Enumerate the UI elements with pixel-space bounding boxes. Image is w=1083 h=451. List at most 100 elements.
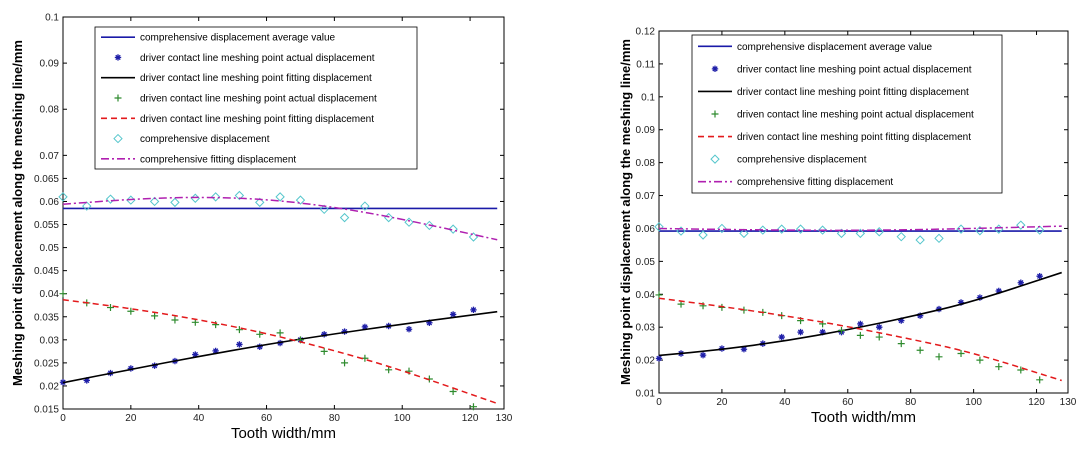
data-point (361, 323, 369, 331)
series-5 (654, 220, 1045, 245)
x-tick-label: 0 (60, 413, 66, 424)
y-tick-label: 0.1 (641, 92, 655, 103)
series-line (62, 310, 498, 384)
y-tick-label: 0.05 (636, 257, 656, 268)
y-tick-label: 0.06 (636, 224, 656, 235)
legend-label: driven contact line meshing point fittin… (140, 114, 374, 125)
y-tick-label: 0.01 (636, 389, 656, 400)
y-tick-label: 0.02 (636, 356, 656, 367)
data-point (212, 321, 220, 329)
data-point (58, 192, 68, 202)
data-point (836, 228, 847, 239)
data-point (995, 287, 1002, 295)
data-point (82, 201, 92, 211)
data-point (819, 328, 826, 336)
data-point (778, 333, 785, 341)
data-point (106, 304, 114, 312)
y-tick-label: 0.08 (40, 105, 60, 116)
x-tick-label: 130 (496, 413, 513, 424)
data-point (876, 323, 883, 331)
data-point (256, 343, 263, 350)
data-point (1036, 376, 1044, 384)
series-2 (658, 271, 1062, 357)
data-point (795, 224, 806, 234)
series-line (658, 297, 1062, 382)
right-chart: 0 20 40 60 80 100 120 130 0.01 0.02 0.03 0.04 0.05 0.… (618, 27, 1077, 427)
data-point (676, 226, 686, 236)
data-point (149, 196, 160, 207)
data-point (234, 190, 245, 201)
y-tick-label: 0.02 (40, 381, 60, 392)
y-tick-label: 0.12 (636, 27, 656, 38)
legend: comprehensive displacement average value… (691, 34, 1003, 194)
y-tick-label: 0.04 (40, 289, 60, 300)
y-tick-label: 0.07 (636, 191, 656, 202)
data-point (875, 333, 883, 341)
legend-label: comprehensive displacement (737, 155, 867, 166)
data-point (295, 195, 306, 205)
data-point (995, 363, 1003, 371)
data-point (210, 192, 221, 202)
y-axis-label: Meshing point displacement along the mes… (10, 40, 25, 386)
x-tick-label: 60 (842, 397, 854, 408)
data-point (934, 233, 944, 244)
data-point (1034, 225, 1045, 235)
data-point (127, 365, 135, 372)
x-tick-label: 120 (1028, 397, 1045, 408)
series-6 (658, 225, 1062, 232)
legend-label: driver contact line meshing point fittin… (737, 87, 969, 98)
x-tick-label: 80 (329, 413, 341, 424)
data-point (424, 220, 435, 231)
data-point (935, 353, 943, 361)
data-point (448, 224, 458, 234)
data-point (170, 197, 180, 208)
legend-box (691, 34, 1003, 194)
y-tick-label: 0.1 (45, 13, 59, 24)
data-point (1016, 220, 1026, 230)
x-axis-label: Tooth width/mm (811, 409, 916, 426)
data-point (898, 317, 905, 324)
series-6 (62, 196, 498, 241)
data-point (235, 326, 243, 334)
legend-marker (114, 54, 122, 61)
x-tick-label: 40 (193, 413, 205, 424)
x-tick-label: 80 (905, 397, 917, 408)
data-point (837, 326, 845, 334)
data-point (127, 307, 135, 315)
data-point (83, 377, 90, 384)
legend-box (94, 26, 418, 170)
data-point (758, 225, 768, 235)
data-point (1017, 279, 1025, 286)
data-point (976, 294, 984, 301)
data-point (874, 227, 884, 237)
data-point (916, 346, 924, 354)
y-tick-label: 0.025 (34, 358, 59, 369)
y-tick-label: 0.03 (40, 335, 60, 346)
series-line (62, 196, 498, 241)
y-tick-label: 0.065 (34, 174, 59, 185)
series-3 (655, 291, 1044, 384)
data-point (915, 235, 925, 245)
legend-marker (711, 65, 719, 73)
legend-label: comprehensive displacement (140, 134, 270, 145)
data-point (698, 230, 708, 240)
data-point (956, 224, 966, 234)
data-point (404, 217, 414, 227)
y-tick-label: 0.06 (40, 197, 60, 208)
x-tick-label: 100 (394, 413, 411, 424)
y-tick-label: 0.08 (636, 158, 656, 169)
legend-marker (711, 110, 719, 118)
x-tick-label: 20 (125, 413, 137, 424)
legend-label: driven contact line meshing point fittin… (737, 132, 971, 143)
data-point (449, 311, 457, 318)
data-point (236, 341, 243, 348)
data-point (151, 312, 159, 320)
series-line (658, 271, 1062, 357)
data-point (469, 403, 477, 411)
series-line (658, 225, 1062, 232)
y-tick-label: 0.09 (636, 125, 656, 136)
data-point (255, 197, 265, 208)
y-axis-label: Meshing point displacement along the mes… (618, 39, 633, 385)
x-tick-label: 20 (716, 397, 728, 408)
